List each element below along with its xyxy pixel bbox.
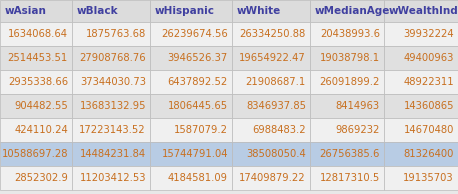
Bar: [384, 70, 458, 94]
Text: 8414963: 8414963: [336, 101, 380, 111]
Text: 39932224: 39932224: [403, 29, 454, 39]
Text: 49400963: 49400963: [403, 53, 454, 63]
Text: 13683132.95: 13683132.95: [80, 101, 146, 111]
Bar: [310, 70, 384, 94]
Text: 11203412.53: 11203412.53: [80, 173, 146, 183]
Bar: [310, 22, 384, 46]
Bar: [0, 0, 72, 22]
Bar: [384, 166, 458, 190]
Bar: [150, 0, 232, 22]
Bar: [0, 118, 72, 142]
Text: 2514453.51: 2514453.51: [8, 53, 68, 63]
Text: 26334250.88: 26334250.88: [240, 29, 306, 39]
Bar: [384, 0, 458, 22]
Bar: [232, 46, 310, 70]
Bar: [150, 70, 232, 94]
Text: wHispanic: wHispanic: [155, 6, 215, 16]
Text: 1875763.68: 1875763.68: [86, 29, 146, 39]
Bar: [310, 118, 384, 142]
Text: 81326400: 81326400: [403, 149, 454, 159]
Bar: [150, 142, 232, 166]
Bar: [384, 142, 458, 166]
Text: 17223143.52: 17223143.52: [79, 125, 146, 135]
Bar: [384, 46, 458, 70]
Text: 10588697.28: 10588697.28: [1, 149, 68, 159]
Text: wWhite: wWhite: [237, 6, 281, 16]
Bar: [72, 22, 150, 46]
Bar: [0, 46, 72, 70]
Bar: [0, 22, 72, 46]
Text: 9869232: 9869232: [336, 125, 380, 135]
Bar: [310, 166, 384, 190]
Text: 26756385.6: 26756385.6: [320, 149, 380, 159]
Bar: [232, 166, 310, 190]
Bar: [232, 94, 310, 118]
Bar: [72, 142, 150, 166]
Text: 15744791.04: 15744791.04: [162, 149, 228, 159]
Bar: [72, 0, 150, 22]
Bar: [232, 22, 310, 46]
Text: 8346937.85: 8346937.85: [246, 101, 306, 111]
Text: 14670480: 14670480: [403, 125, 454, 135]
Text: 3946526.37: 3946526.37: [168, 53, 228, 63]
Bar: [0, 142, 72, 166]
Bar: [232, 0, 310, 22]
Text: 424110.24: 424110.24: [14, 125, 68, 135]
Bar: [232, 142, 310, 166]
Bar: [310, 94, 384, 118]
Text: 1806445.65: 1806445.65: [168, 101, 228, 111]
Bar: [72, 70, 150, 94]
Bar: [72, 166, 150, 190]
Text: 20438993.6: 20438993.6: [320, 29, 380, 39]
Text: 38508050.4: 38508050.4: [246, 149, 306, 159]
Bar: [232, 70, 310, 94]
Text: 26091899.2: 26091899.2: [320, 77, 380, 87]
Text: 6988483.2: 6988483.2: [252, 125, 306, 135]
Text: 27908768.76: 27908768.76: [79, 53, 146, 63]
Bar: [0, 94, 72, 118]
Text: 17409879.22: 17409879.22: [240, 173, 306, 183]
Text: 19038798.1: 19038798.1: [320, 53, 380, 63]
Bar: [150, 118, 232, 142]
Bar: [150, 22, 232, 46]
Bar: [384, 118, 458, 142]
Bar: [0, 70, 72, 94]
Bar: [150, 46, 232, 70]
Text: 6437892.52: 6437892.52: [168, 77, 228, 87]
Bar: [72, 94, 150, 118]
Bar: [310, 46, 384, 70]
Bar: [150, 94, 232, 118]
Text: 37344030.73: 37344030.73: [80, 77, 146, 87]
Bar: [232, 118, 310, 142]
Text: 12817310.5: 12817310.5: [320, 173, 380, 183]
Text: wWealthIndex: wWealthIndex: [389, 6, 458, 16]
Text: 1634068.64: 1634068.64: [8, 29, 68, 39]
Bar: [310, 142, 384, 166]
Bar: [310, 0, 384, 22]
Text: 14360865: 14360865: [403, 101, 454, 111]
Text: 904482.55: 904482.55: [14, 101, 68, 111]
Text: 26239674.56: 26239674.56: [161, 29, 228, 39]
Text: 21908687.1: 21908687.1: [246, 77, 306, 87]
Text: 2852302.9: 2852302.9: [14, 173, 68, 183]
Text: 1587079.2: 1587079.2: [174, 125, 228, 135]
Bar: [0, 166, 72, 190]
Bar: [384, 22, 458, 46]
Text: 48922311: 48922311: [403, 77, 454, 87]
Text: 2935338.66: 2935338.66: [8, 77, 68, 87]
Text: wAsian: wAsian: [5, 6, 47, 16]
Text: wBlack: wBlack: [77, 6, 119, 16]
Bar: [384, 94, 458, 118]
Text: 14484231.84: 14484231.84: [80, 149, 146, 159]
Text: wMedianAge: wMedianAge: [315, 6, 390, 16]
Text: 19135703: 19135703: [403, 173, 454, 183]
Bar: [150, 166, 232, 190]
Bar: [72, 46, 150, 70]
Text: 19654922.47: 19654922.47: [239, 53, 306, 63]
Bar: [72, 118, 150, 142]
Text: 4184581.09: 4184581.09: [168, 173, 228, 183]
